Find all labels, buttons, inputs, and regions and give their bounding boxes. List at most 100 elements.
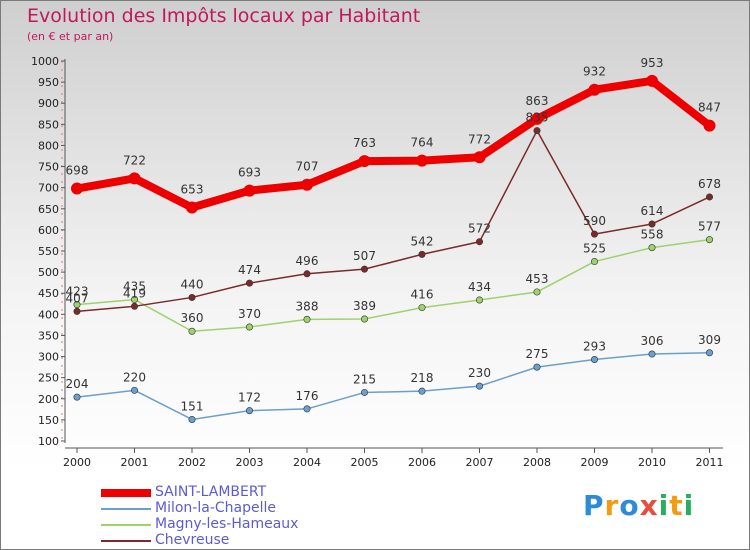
y-tick-label: 300 [38,351,59,364]
y-tick-label: 850 [38,118,59,131]
y-tick-label: 100 [38,435,59,448]
data-label: 453 [526,272,549,286]
data-point [73,393,81,401]
data-point [71,182,83,195]
data-label: 847 [698,101,721,115]
data-point [188,327,196,335]
x-tick-label: 2009 [581,456,609,469]
chart-subtitle: (en € et par an) [27,30,114,43]
data-point [531,112,543,125]
data-point [590,258,598,266]
y-tick-label: 500 [38,266,59,279]
x-tick-label: 2005 [351,456,379,469]
legend-item: SAINT-LAMBERT [101,484,361,501]
series-line-saint-lambert [73,76,714,212]
data-label: 653 [181,183,204,197]
logo-letter: o [619,489,640,522]
data-label: 772 [468,132,491,146]
series-line-magny-les-hameaux [76,238,711,332]
data-label: 558 [641,228,664,242]
y-tick-label: 650 [38,203,59,216]
data-label: 440 [181,277,204,291]
data-point [128,172,141,185]
data-point [360,388,368,396]
proxiti-logo: Proxiti [583,489,694,522]
data-label: 293 [583,340,606,354]
legend-label: Magny-les-Hameaux [155,516,299,532]
data-label: 416 [411,288,434,302]
y-tick-label: 350 [38,329,59,342]
x-tick-label: 2000 [63,456,91,469]
data-point [186,201,198,214]
y-tick-label: 950 [38,76,59,89]
data-point [705,236,713,244]
x-tick-label: 2002 [178,456,206,469]
data-point [590,230,598,238]
data-point [416,154,428,167]
data-label: 474 [238,263,261,277]
logo-letter: t [669,489,684,522]
data-label: 577 [698,220,721,234]
legend-swatch [101,489,151,497]
y-tick-label: 800 [38,139,59,152]
x-tick-label: 2010 [638,456,666,469]
data-label: 407 [66,291,89,305]
x-tick-label: 2011 [696,456,724,469]
y-tick-label: 150 [38,414,59,427]
legend-item: Magny-les-Hameaux [101,516,361,533]
chart-title: Evolution des Impôts locaux par Habitant [27,5,421,27]
data-label: 151 [181,399,204,413]
legend-swatch [101,524,151,526]
y-tick-label: 250 [38,372,59,385]
data-labels: 698 722 653 693 707 763 764 772 863 932 953 847 204 2… [66,56,721,414]
data-label: 389 [353,299,376,313]
legend-swatch [101,540,151,542]
data-label: 434 [468,280,491,294]
data-point [358,155,371,168]
data-point [590,356,598,364]
y-tick-label: 200 [38,393,59,406]
data-point [648,350,656,358]
data-label: 722 [123,153,146,167]
y-tick-label: 600 [38,224,59,237]
logo-letter: x [639,489,659,522]
x-tick-label: 2004 [293,456,321,469]
data-point [418,250,426,258]
data-point [246,323,254,331]
data-label: 419 [123,286,146,300]
data-label: 218 [411,371,434,385]
data-label: 678 [698,177,721,191]
data-point [131,302,139,310]
data-point [533,127,541,135]
series-lines [73,76,714,421]
data-label: 763 [353,136,376,150]
data-label: 542 [411,234,434,248]
x-tick-label: 2007 [466,456,494,469]
data-label: 764 [411,136,434,150]
data-label: 496 [296,254,319,268]
y-tick-label: 1000 [31,55,59,68]
legend: SAINT-LAMBERT Milon-la-Chapelle Magny-les-… [101,484,361,549]
data-label: 215 [353,372,376,386]
x-tick-label: 2008 [523,456,551,469]
data-label: 176 [296,389,319,403]
data-point [303,270,311,278]
data-label: 572 [468,222,491,236]
logo-letter: r [604,489,620,522]
data-label: 275 [526,347,549,361]
data-point [418,387,426,395]
data-point [188,415,196,423]
data-point [646,74,658,87]
legend-item: Chevreuse [101,532,361,549]
data-point [188,293,196,301]
y-tick-label: 900 [38,97,59,110]
data-point [73,301,81,309]
logo-letter: i [683,489,695,522]
data-label: 507 [353,249,376,263]
data-point [533,363,541,371]
data-label: 698 [66,164,89,178]
legend-label: Chevreuse [155,532,230,548]
data-point [243,184,256,197]
data-point [533,288,541,296]
data-point [360,265,368,273]
